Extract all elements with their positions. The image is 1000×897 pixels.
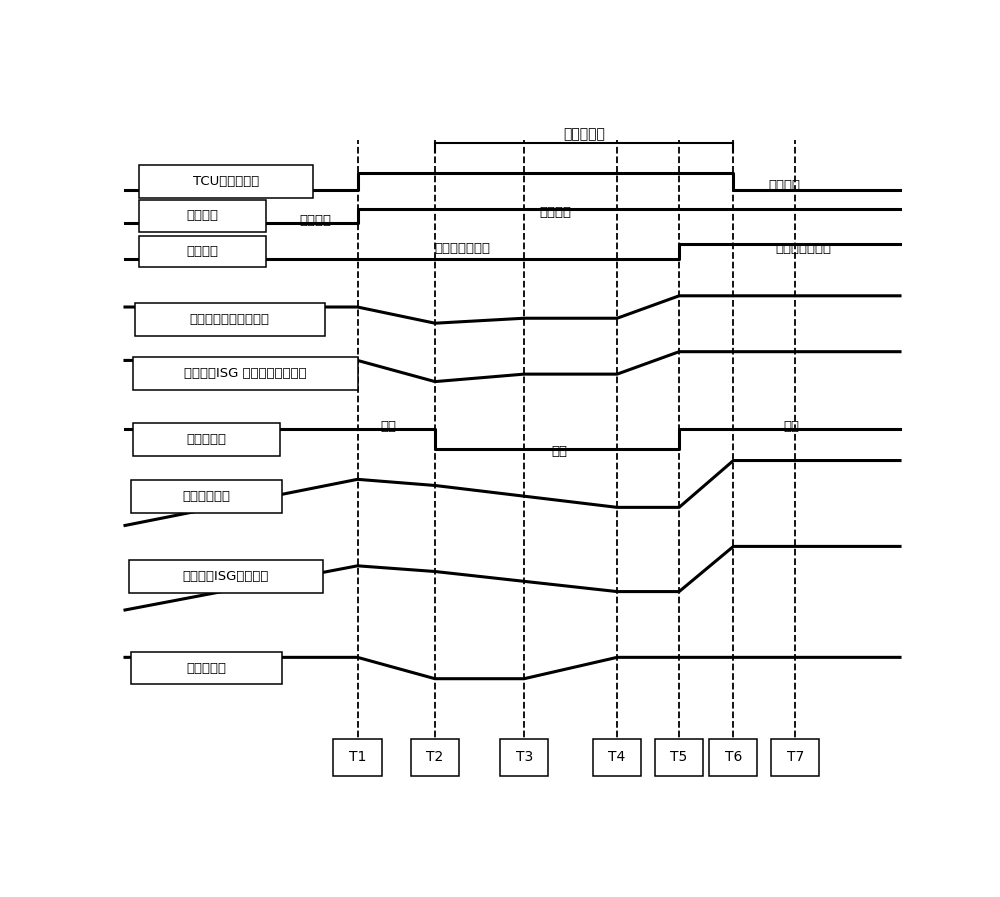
Text: T1: T1 [349,750,366,764]
FancyBboxPatch shape [139,200,266,231]
Text: 发动机和ISG 电机实际输出扭矩: 发动机和ISG 电机实际输出扭矩 [184,367,306,379]
FancyBboxPatch shape [129,560,323,593]
FancyBboxPatch shape [411,738,459,776]
FancyBboxPatch shape [500,738,548,776]
FancyBboxPatch shape [333,738,382,776]
Text: 离合器位置: 离合器位置 [186,433,226,446]
Text: 闭合: 闭合 [380,420,396,433]
FancyBboxPatch shape [139,236,266,267]
Text: 目标档位: 目标档位 [186,209,218,222]
Text: 当前档位: 当前档位 [299,213,331,227]
Text: T5: T5 [670,750,688,764]
FancyBboxPatch shape [135,303,325,336]
Text: TCU换档标志位: TCU换档标志位 [193,175,259,188]
Text: 换档进行中: 换档进行中 [563,127,605,141]
FancyBboxPatch shape [131,651,282,684]
FancyBboxPatch shape [131,480,282,513]
Text: 闭合: 闭合 [784,420,800,433]
Text: T6: T6 [725,750,742,764]
FancyBboxPatch shape [133,423,280,456]
FancyBboxPatch shape [771,738,819,776]
FancyBboxPatch shape [133,357,358,389]
Text: 同步器位置: 同步器位置 [186,661,226,675]
Text: T7: T7 [787,750,804,764]
Text: 驱动电机转速: 驱动电机转速 [182,490,230,503]
FancyBboxPatch shape [139,165,313,198]
Text: T3: T3 [516,750,533,764]
Text: 实际档位: 实际档位 [186,245,218,258]
Text: 发动机和ISG电机转速: 发动机和ISG电机转速 [183,570,269,583]
FancyBboxPatch shape [593,738,641,776]
Text: T4: T4 [608,750,626,764]
FancyBboxPatch shape [709,738,757,776]
Text: 换档完成: 换档完成 [768,179,800,193]
Text: 驱动电机实际输出扭矩: 驱动电机实际输出扭矩 [190,313,270,327]
Text: 换档前实际档位: 换档前实际档位 [434,242,490,255]
FancyBboxPatch shape [655,738,703,776]
Text: 分离: 分离 [551,445,567,458]
Text: 换档后实际档位: 换档后实际档位 [775,242,831,255]
Text: T2: T2 [426,750,444,764]
Text: 目标档位: 目标档位 [539,205,571,219]
